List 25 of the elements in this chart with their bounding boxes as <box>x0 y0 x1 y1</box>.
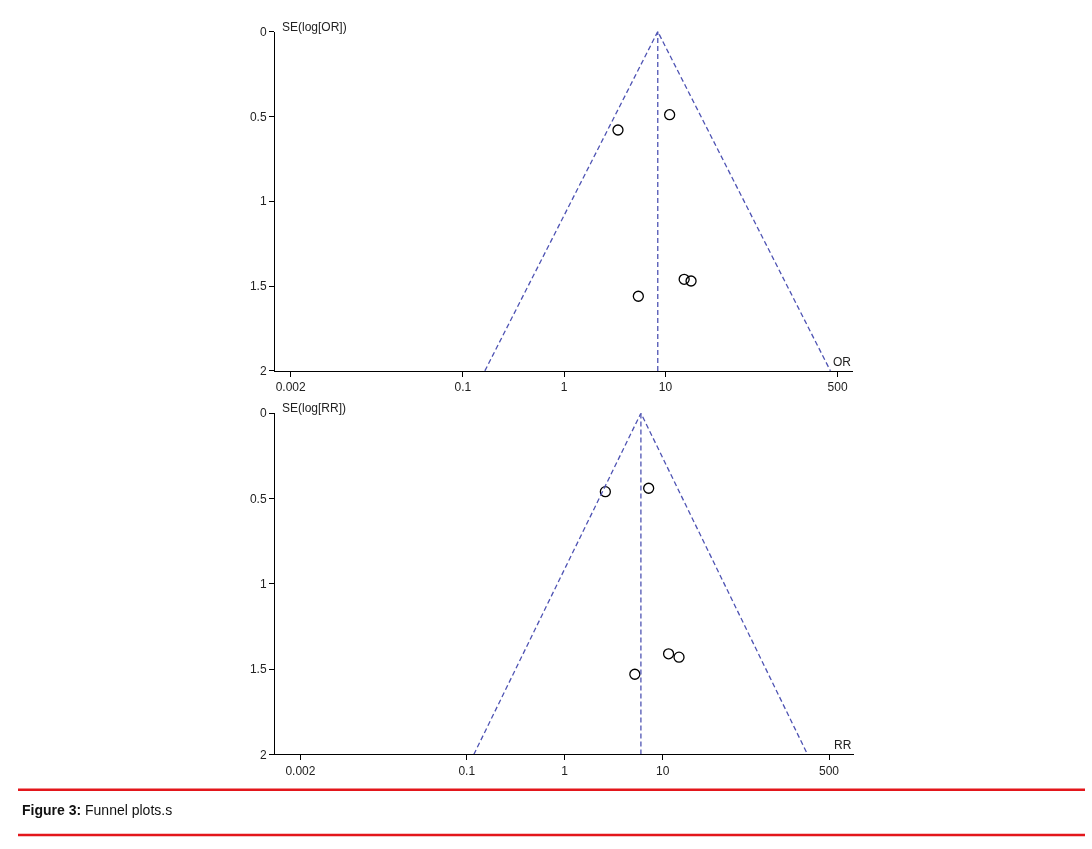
x-tick-label: 0.1 <box>458 763 476 778</box>
y-tick-label: 0.5 <box>249 109 267 124</box>
x-axis-title: OR <box>833 355 852 369</box>
y-axis-title: SE(log[OR]) <box>282 20 347 34</box>
y-tick-label: 1 <box>259 577 267 592</box>
y-tick-label: 0 <box>259 406 267 421</box>
x-tick-label: 0.1 <box>454 380 472 395</box>
x-tick-label: 500 <box>827 380 848 395</box>
x-tick-label: 1 <box>561 763 569 778</box>
y-tick-label: 1 <box>259 194 267 209</box>
x-tick-label: 500 <box>818 763 840 778</box>
y-tick-label: 0.5 <box>249 491 267 506</box>
x-tick-label: 1 <box>560 380 568 395</box>
y-tick-label: 2 <box>259 364 267 379</box>
caption: Figure 3: Funnel plots.s <box>22 802 173 818</box>
x-tick-label: 10 <box>655 763 670 778</box>
x-tick-label: 0.002 <box>285 763 316 778</box>
y-tick-label: 1.5 <box>249 279 267 294</box>
y-tick-label: 1.5 <box>249 662 267 677</box>
y-axis-title: SE(log[RR]) <box>282 401 347 415</box>
y-tick-label: 2 <box>259 747 267 762</box>
x-tick-label: 10 <box>658 380 673 395</box>
y-tick-label: 0 <box>259 24 267 39</box>
x-tick-label: 0.002 <box>275 380 307 395</box>
x-axis-title: RR <box>834 738 852 752</box>
